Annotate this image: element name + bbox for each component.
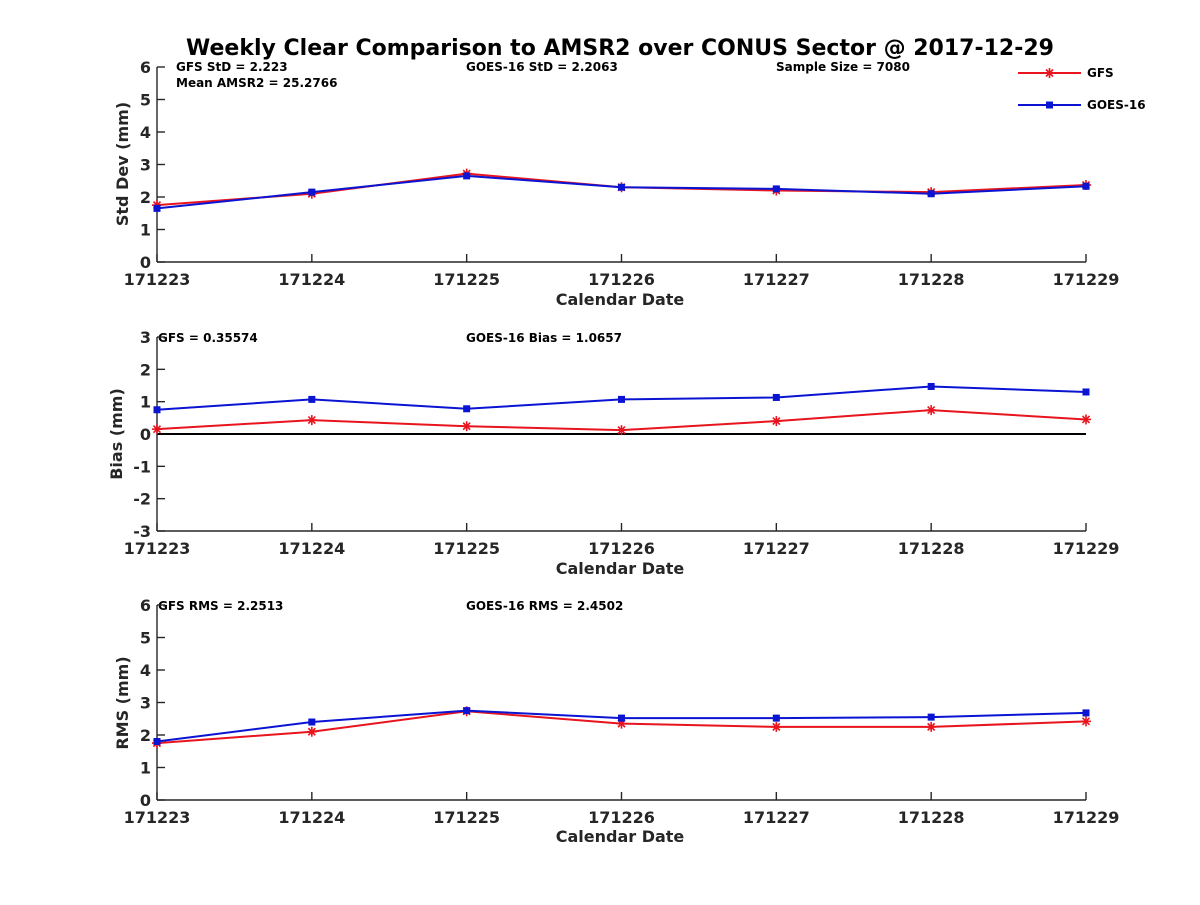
y-tick-label: 5	[140, 91, 151, 110]
data-point-gfs	[306, 726, 317, 737]
y-tick-label: 6	[140, 58, 151, 77]
data-point-gfs	[1081, 716, 1091, 727]
y-tick-label: 2	[140, 188, 151, 207]
annotation-goes16-rms: GOES-16 RMS = 2.4502	[466, 599, 623, 613]
data-point-goes16	[153, 738, 161, 745]
y-tick-label: 3	[140, 156, 151, 175]
x-tick-label: 171225	[433, 270, 500, 289]
y-tick-label: 5	[140, 629, 151, 648]
y-tick-label: 2	[140, 360, 151, 379]
x-tick-label: 171223	[124, 539, 191, 558]
annotation-gfs-bias: GFS = 0.35574	[158, 331, 258, 345]
y-tick-label: 4	[140, 123, 151, 142]
data-point-goes16	[772, 185, 780, 193]
x-tick-label: 171223	[124, 808, 191, 827]
data-point-goes16	[463, 405, 471, 413]
data-point-goes16	[153, 406, 161, 414]
y-tick-label: 6	[140, 596, 151, 615]
data-point-goes16	[1082, 709, 1090, 717]
data-point-goes16	[1082, 182, 1090, 190]
annotation-goes16-std: GOES-16 StD = 2.2063	[466, 60, 618, 74]
x-tick-label: 171227	[743, 808, 810, 827]
data-point-goes16	[308, 718, 316, 726]
data-point-goes16	[927, 713, 935, 721]
panel-std-dev: GFS StD = 2.223 Mean AMSR2 = 25.2766 GOE…	[113, 58, 1119, 309]
y-tick-label: 3	[140, 328, 151, 347]
y-tick-label: 2	[140, 726, 151, 745]
x-tick-label: 171224	[278, 808, 345, 827]
y-axis-label: Std Dev (mm)	[113, 102, 132, 226]
x-tick-label: 171226	[588, 539, 655, 558]
x-tick-label: 171228	[898, 270, 965, 289]
x-tick-label: 171224	[278, 539, 345, 558]
data-point-goes16	[618, 395, 625, 403]
legend-goes16-marker	[1046, 101, 1053, 109]
x-tick-label: 171227	[743, 270, 810, 289]
y-axis-label: RMS (mm)	[113, 656, 132, 749]
y-tick-label: 1	[140, 393, 151, 412]
y-tick-label: 0	[140, 253, 151, 272]
y-tick-label: -3	[133, 522, 151, 541]
x-tick-label: 171227	[743, 539, 810, 558]
data-point-gfs	[461, 421, 472, 432]
data-point-gfs	[1081, 414, 1091, 425]
data-point-gfs	[926, 405, 937, 416]
data-point-goes16	[927, 382, 935, 390]
data-point-goes16	[618, 183, 625, 191]
x-axis-label: Calendar Date	[556, 559, 685, 578]
x-tick-label: 171226	[588, 808, 655, 827]
y-tick-label: 0	[140, 425, 151, 444]
y-tick-label: 1	[140, 759, 151, 778]
panel-rms: GFS RMS = 2.2513 GOES-16 RMS = 2.4502 Ca…	[113, 596, 1119, 846]
x-tick-label: 171226	[588, 270, 655, 289]
annotation-gfs-std: GFS StD = 2.223	[176, 60, 288, 74]
y-tick-label: 3	[140, 694, 151, 713]
annotation-sample-size: Sample Size = 7080	[776, 60, 910, 74]
y-tick-label: -1	[133, 457, 151, 476]
x-tick-label: 171223	[124, 270, 191, 289]
annotation-gfs-rms: GFS RMS = 2.2513	[158, 599, 283, 613]
data-point-gfs	[771, 416, 782, 427]
y-tick-label: 1	[140, 221, 151, 240]
y-tick-label: -2	[133, 490, 151, 509]
legend: GFS GOES-16	[1018, 66, 1146, 112]
data-point-goes16	[308, 188, 316, 196]
legend-gfs-label: GFS	[1087, 66, 1114, 80]
data-point-gfs	[771, 721, 782, 732]
annotation-mean-amsr2: Mean AMSR2 = 25.2766	[176, 76, 337, 90]
data-point-goes16	[927, 190, 935, 198]
x-axis-label: Calendar Date	[556, 827, 685, 846]
data-point-goes16	[772, 393, 780, 401]
y-axis-label: Bias (mm)	[107, 388, 126, 480]
data-point-goes16	[463, 172, 471, 180]
panel-bias: GFS = 0.35574 GOES-16 Bias = 1.0657 Cale…	[107, 328, 1119, 578]
data-point-gfs	[926, 721, 937, 732]
legend-goes16-label: GOES-16	[1087, 98, 1146, 112]
data-point-goes16	[618, 714, 625, 722]
data-point-goes16	[1082, 388, 1090, 396]
x-tick-label: 171228	[898, 808, 965, 827]
data-point-goes16	[463, 707, 471, 715]
x-axis-label: Calendar Date	[556, 290, 685, 309]
legend-gfs-marker	[1044, 68, 1055, 78]
x-tick-label: 171225	[433, 808, 500, 827]
y-tick-label: 0	[140, 791, 151, 810]
x-tick-label: 171225	[433, 539, 500, 558]
data-point-gfs	[152, 424, 162, 435]
annotation-goes16-bias: GOES-16 Bias = 1.0657	[466, 331, 622, 345]
x-tick-label: 171229	[1053, 539, 1120, 558]
data-point-goes16	[772, 714, 780, 722]
chart-title: Weekly Clear Comparison to AMSR2 over CO…	[186, 36, 1054, 61]
x-tick-label: 171224	[278, 270, 345, 289]
data-point-goes16	[308, 395, 316, 403]
y-tick-label: 4	[140, 661, 151, 680]
data-point-goes16	[153, 204, 161, 212]
data-point-gfs	[306, 415, 317, 426]
x-tick-label: 171228	[898, 539, 965, 558]
x-tick-label: 171229	[1053, 270, 1120, 289]
data-point-gfs	[616, 425, 627, 436]
x-tick-label: 171229	[1053, 808, 1120, 827]
